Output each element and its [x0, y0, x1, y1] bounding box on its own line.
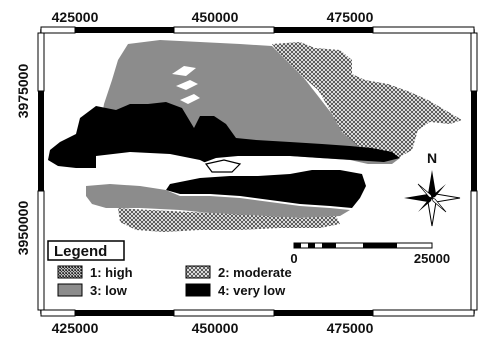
x-tick-top-2: 450000: [192, 9, 239, 25]
legend-label-very-low: 4: very low: [218, 283, 286, 298]
legend-swatch-moderate: [185, 265, 211, 279]
legend-title: Legend: [54, 243, 107, 260]
frame-border-top: [40, 26, 475, 34]
x-tick-top-1: 425000: [52, 9, 99, 25]
frame-border-left: [37, 32, 45, 311]
x-tick-bottom-3: 475000: [327, 320, 374, 336]
zone-moderate-patch: [355, 118, 378, 132]
legend-label-high: 1: high: [90, 265, 133, 280]
scale-bar: [293, 242, 433, 249]
legend-title-box: [47, 240, 125, 261]
scale-start-label: 0: [290, 251, 297, 266]
x-tick-top-3: 475000: [327, 9, 374, 25]
zone-gap-3: [180, 94, 200, 104]
zone-low-south: [86, 184, 350, 218]
x-tick-bottom-1: 425000: [52, 320, 99, 336]
legend-label-low: 3: low: [90, 283, 128, 298]
legend: Legend 1: high 2: moderate 3: low 4: ver…: [47, 240, 292, 298]
legend-swatch-low: [57, 283, 83, 297]
north-arrow: [404, 170, 461, 227]
legend-swatch-high: [57, 265, 83, 279]
legend-swatch-very-low: [185, 283, 211, 297]
legend-label-moderate: 2: moderate: [218, 265, 292, 280]
zone-gap-2: [176, 80, 198, 90]
y-tick-left-1: 3975000: [15, 64, 31, 119]
zone-moderate-northeast: [272, 42, 462, 158]
scale-end-label: 25000: [414, 251, 450, 266]
vulnerability-zones: [48, 40, 462, 232]
north-label: N: [427, 150, 437, 166]
zone-inner-outline: [204, 159, 242, 173]
x-tick-bottom-2: 450000: [192, 320, 239, 336]
zone-very-low-south: [166, 170, 366, 208]
zone-moderate-south: [118, 208, 340, 232]
y-tick-left-2: 3950000: [15, 201, 31, 256]
zone-gap-1: [172, 66, 196, 76]
frame-border-right: [470, 32, 478, 311]
frame-border-bottom: [40, 309, 475, 317]
